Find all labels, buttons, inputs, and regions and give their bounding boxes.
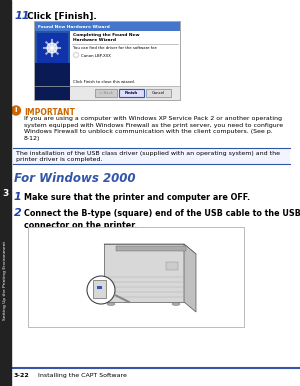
Bar bbox=[93, 280, 106, 298]
Bar bbox=[166, 262, 178, 270]
Text: i: i bbox=[15, 107, 17, 113]
Polygon shape bbox=[104, 244, 196, 254]
Polygon shape bbox=[184, 244, 196, 312]
Bar bbox=[0, 0, 11, 386]
Circle shape bbox=[75, 54, 77, 56]
Text: For Windows 2000: For Windows 2000 bbox=[14, 172, 136, 185]
Bar bbox=[35, 63, 70, 100]
Bar bbox=[13, 148, 290, 164]
Bar bbox=[35, 31, 180, 100]
Bar bbox=[146, 89, 171, 97]
Ellipse shape bbox=[172, 303, 180, 305]
Bar bbox=[35, 31, 70, 100]
Text: 3-22: 3-22 bbox=[14, 373, 30, 378]
Text: The installation of the USB class driver (supplied with an operating system) and: The installation of the USB class driver… bbox=[16, 151, 280, 162]
Bar bbox=[95, 89, 117, 97]
Text: Click [Finish].: Click [Finish]. bbox=[27, 12, 97, 21]
Circle shape bbox=[47, 43, 57, 53]
Circle shape bbox=[87, 276, 115, 304]
Text: IMPORTANT: IMPORTANT bbox=[24, 108, 75, 117]
Text: 1: 1 bbox=[14, 192, 22, 202]
Bar bbox=[119, 89, 144, 97]
Text: You can find the driver for the software for:: You can find the driver for the software… bbox=[73, 46, 158, 50]
Bar bbox=[28, 227, 244, 327]
Text: Setting Up the Printing Environment: Setting Up the Printing Environment bbox=[3, 240, 7, 320]
Text: Installing the CAPT Software: Installing the CAPT Software bbox=[38, 373, 127, 378]
Bar bbox=[97, 286, 102, 289]
Text: Finish: Finish bbox=[124, 91, 138, 95]
Bar bbox=[34, 21, 181, 101]
Text: Found New Hardware Wizard: Found New Hardware Wizard bbox=[38, 24, 110, 29]
Text: 11: 11 bbox=[15, 11, 31, 21]
Bar bbox=[35, 86, 180, 100]
Circle shape bbox=[73, 52, 79, 58]
Bar bbox=[37, 33, 68, 63]
Text: Click Finish to close this wizard.: Click Finish to close this wizard. bbox=[73, 80, 135, 84]
Ellipse shape bbox=[107, 303, 115, 305]
Text: Canon LBP-XXX: Canon LBP-XXX bbox=[81, 54, 111, 58]
Text: Completing the Found New: Completing the Found New bbox=[73, 33, 140, 37]
Polygon shape bbox=[104, 244, 184, 302]
Text: 2: 2 bbox=[14, 208, 22, 218]
Bar bbox=[35, 22, 180, 31]
Circle shape bbox=[11, 106, 20, 115]
Text: Hardware Wizard: Hardware Wizard bbox=[73, 38, 116, 42]
Text: 3: 3 bbox=[2, 188, 9, 198]
Text: Connect the B-type (square) end of the USB cable to the USB
connector on the pri: Connect the B-type (square) end of the U… bbox=[24, 209, 300, 230]
Text: Cancel: Cancel bbox=[152, 91, 165, 95]
Text: If you are using a computer with Windows XP Service Pack 2 or another operating
: If you are using a computer with Windows… bbox=[24, 116, 283, 141]
Text: < Back: < Back bbox=[99, 91, 113, 95]
Bar bbox=[116, 246, 186, 251]
Text: Make sure that the printer and computer are OFF.: Make sure that the printer and computer … bbox=[24, 193, 250, 202]
